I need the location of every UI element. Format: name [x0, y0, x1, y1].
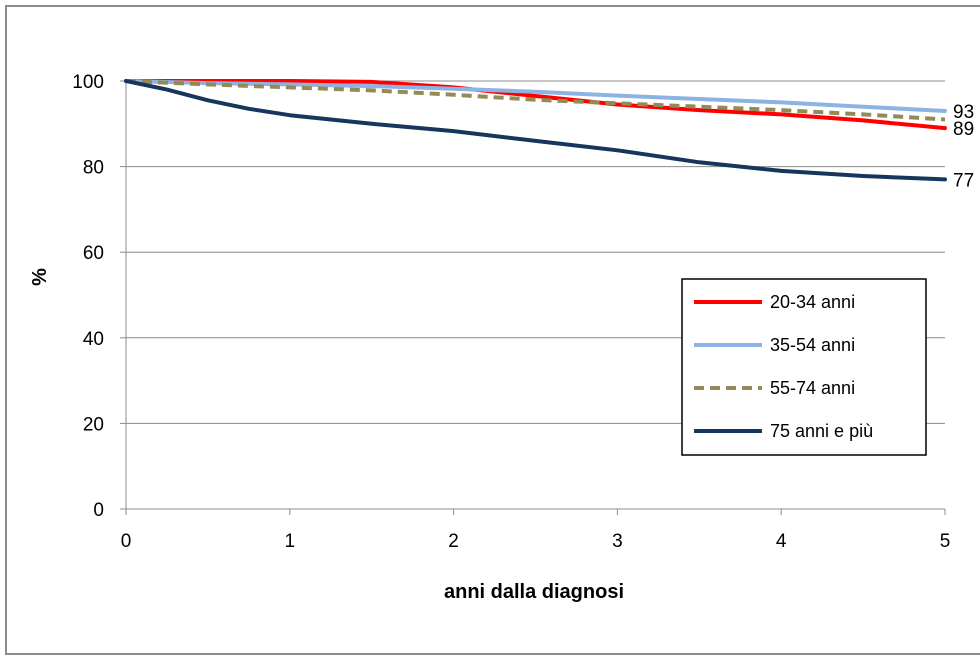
legend-label: 35-54 anni — [770, 335, 855, 355]
end-label: 77 — [953, 170, 974, 191]
y-tick-label: 40 — [83, 329, 104, 350]
legend-label: 55-74 anni — [770, 378, 855, 398]
x-tick-label: 1 — [285, 531, 296, 552]
legend-label: 75 anni e più — [770, 421, 873, 441]
axes: 0 20 40 60 80 100 0 1 2 3 4 5 — [72, 72, 950, 552]
y-tick-label: 60 — [83, 243, 104, 264]
legend: 20-34 anni 35-54 anni 55-74 anni 75 anni e … — [681, 278, 927, 456]
y-axis-title: % — [29, 268, 51, 286]
legend-label: 20-34 anni — [770, 292, 855, 312]
x-tick-label: 5 — [940, 531, 951, 552]
series-line-3 — [124, 79, 947, 182]
y-tick-label: 0 — [93, 500, 104, 521]
series-lines — [124, 79, 947, 182]
x-tick-label: 2 — [448, 531, 459, 552]
series-line-2 — [125, 79, 946, 122]
legend-items: 20-34 anni 35-54 anni 55-74 anni 75 anni e … — [694, 292, 873, 441]
end-label: 89 — [953, 119, 974, 140]
end-label: 93 — [953, 102, 974, 123]
y-tick-label: 20 — [83, 414, 104, 435]
y-tick-label: 100 — [72, 72, 104, 93]
x-tick-label: 0 — [121, 531, 132, 552]
x-tick-label: 3 — [612, 531, 623, 552]
series-line-1 — [124, 79, 947, 113]
legend-box — [681, 278, 927, 456]
x-tick-label: 4 — [776, 531, 787, 552]
series-line-0 — [124, 79, 947, 131]
y-tick-label: 80 — [83, 158, 104, 179]
x-axis-title: anni dalla diagnosi — [444, 581, 624, 603]
